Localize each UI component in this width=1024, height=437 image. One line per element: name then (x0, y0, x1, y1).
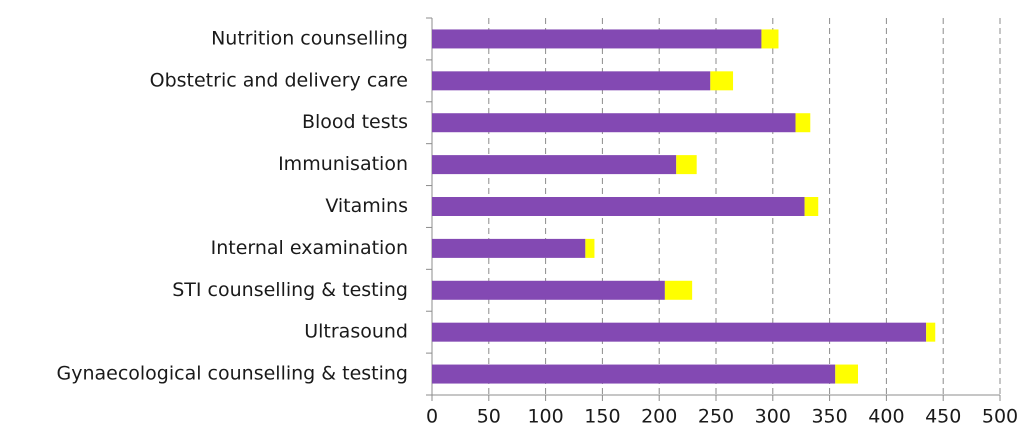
bar-segment (432, 322, 927, 342)
bar-segment (432, 155, 677, 175)
bar-segment (926, 322, 936, 342)
bar-segment (664, 280, 693, 300)
bar-segment (676, 155, 697, 175)
x-tick-label: 50 (477, 406, 501, 428)
bar-segment (432, 113, 796, 133)
x-tick-label: 100 (527, 406, 563, 428)
bar-segment (432, 280, 665, 300)
category-label: Blood tests (302, 111, 408, 133)
x-tick-label: 150 (584, 406, 620, 428)
bar-segment (835, 364, 858, 384)
x-tick-label: 450 (925, 406, 961, 428)
bar-segment (432, 71, 711, 91)
bar-segment (432, 364, 836, 384)
category-label: STI counselling & testing (172, 279, 408, 301)
category-label: Gynaecological counselling & testing (56, 363, 408, 385)
category-label: Internal examination (211, 237, 408, 259)
bar-segment (804, 197, 819, 216)
x-tick-label: 250 (698, 406, 734, 428)
bar-segment (432, 29, 762, 49)
x-tick-label: 0 (426, 406, 438, 428)
category-label: Immunisation (278, 153, 408, 175)
bar-segment (585, 238, 595, 258)
bar-segment (795, 113, 811, 133)
category-label: Vitamins (325, 195, 408, 217)
x-tick-label: 350 (811, 406, 847, 428)
category-label: Obstetric and delivery care (150, 69, 408, 91)
x-tick-label: 200 (641, 406, 677, 428)
x-tick-label: 400 (868, 406, 904, 428)
category-label: Ultrasound (304, 321, 408, 343)
x-tick-label: 500 (982, 406, 1018, 428)
bar-segment (710, 71, 734, 91)
category-label: Nutrition counselling (211, 27, 408, 49)
bar-segment (761, 29, 779, 49)
bar-segment (432, 238, 586, 258)
bar-segment (432, 197, 805, 216)
x-tick-label: 300 (755, 406, 791, 428)
